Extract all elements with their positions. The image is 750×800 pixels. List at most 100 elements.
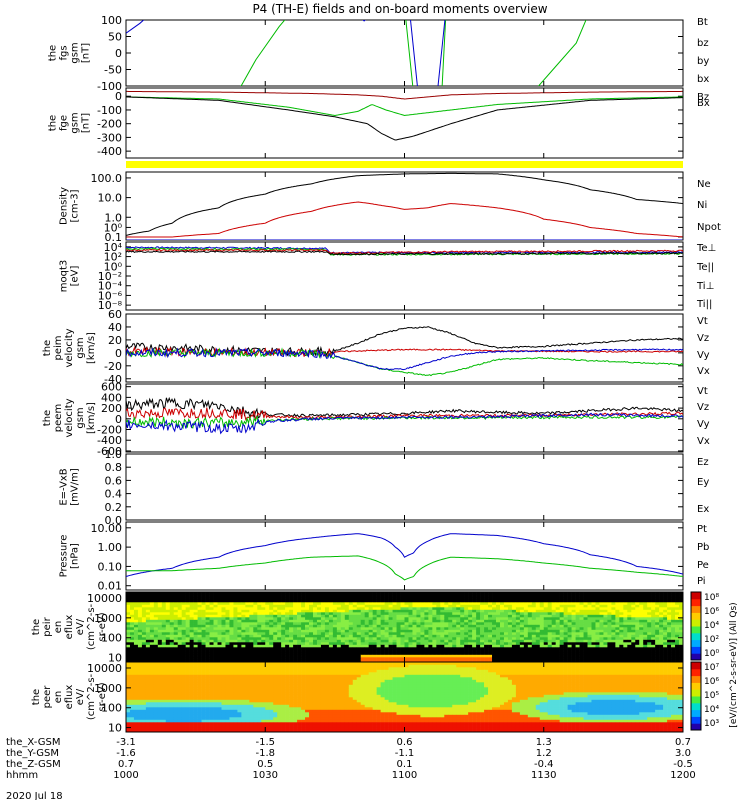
spectrogram-cell bbox=[436, 644, 441, 648]
spectrogram-cell bbox=[145, 672, 151, 675]
spectrogram-cell bbox=[571, 634, 576, 638]
spectrogram-cell bbox=[408, 627, 413, 630]
spectrogram-cell bbox=[496, 617, 501, 620]
spectrogram-cell bbox=[559, 624, 564, 628]
spectrogram-cell bbox=[643, 652, 648, 655]
spectrogram-cell bbox=[257, 642, 262, 645]
spectrogram-cell bbox=[432, 609, 437, 613]
spectrogram-cell bbox=[651, 614, 656, 618]
spectrogram-cell bbox=[408, 617, 413, 620]
spectrogram-cell bbox=[297, 594, 302, 598]
spectrogram-cell bbox=[249, 607, 254, 610]
spectrogram-cell bbox=[197, 644, 202, 648]
spectrogram-cell bbox=[440, 629, 445, 633]
spectrogram-cell bbox=[515, 634, 521, 638]
spectrogram-cell bbox=[157, 714, 163, 718]
spectrogram-cell bbox=[141, 729, 147, 733]
spectrogram-cell bbox=[336, 617, 342, 620]
spectrogram-cell bbox=[507, 654, 513, 658]
spectrogram-cell bbox=[153, 699, 159, 703]
spectrogram-cell bbox=[157, 697, 163, 700]
spectrogram-cell bbox=[460, 622, 465, 625]
spectrogram-cell bbox=[503, 647, 509, 650]
spectrogram-cell bbox=[205, 717, 210, 720]
spectrogram-cell bbox=[245, 599, 250, 603]
spectrogram-cell bbox=[189, 607, 194, 610]
spectrogram-cell bbox=[679, 632, 684, 635]
spectrogram-cell bbox=[503, 619, 509, 623]
spectrogram-cell bbox=[515, 637, 521, 640]
spectrogram-cell bbox=[531, 612, 537, 615]
spectrogram-cell bbox=[499, 639, 505, 643]
spectrogram-cell bbox=[647, 609, 652, 613]
spectrogram-cell bbox=[312, 627, 318, 630]
spectrogram-cell bbox=[161, 634, 167, 638]
spectrogram-cell bbox=[591, 629, 596, 633]
spectrogram-cell bbox=[615, 629, 620, 633]
spectrogram-cell bbox=[400, 604, 405, 608]
spectrogram-cell bbox=[245, 594, 250, 598]
spectrogram-cell bbox=[137, 667, 143, 670]
spectrogram-cell bbox=[539, 617, 545, 620]
spectrogram-cell bbox=[269, 609, 274, 613]
spectrogram-cell bbox=[149, 679, 155, 683]
spectrogram-cell bbox=[671, 617, 676, 620]
spectrogram-cell bbox=[145, 724, 151, 728]
spectrogram-cell bbox=[309, 644, 314, 648]
y-axis-label: [eV] bbox=[70, 266, 81, 287]
spectrogram-cell bbox=[126, 647, 131, 650]
spectrogram-cell bbox=[464, 659, 469, 663]
spectrogram-cell bbox=[257, 592, 262, 595]
spectrogram-cell bbox=[679, 604, 684, 608]
spectrogram-cell bbox=[221, 712, 226, 715]
spectrogram-cell bbox=[380, 659, 385, 663]
spectrogram-cell bbox=[189, 712, 194, 715]
spectrogram-cell bbox=[241, 592, 246, 595]
spectrogram-cell bbox=[281, 609, 286, 613]
spectrogram-cell bbox=[388, 592, 393, 595]
spectrogram-cell bbox=[205, 672, 210, 675]
spectrogram-cell bbox=[344, 642, 350, 645]
trace bbox=[410, 20, 418, 86]
spectrogram-cell bbox=[201, 637, 206, 640]
spectrogram-cell bbox=[603, 599, 608, 603]
spectrogram-cell bbox=[165, 704, 171, 708]
spectrogram-cell bbox=[173, 717, 179, 720]
spectrogram-cell bbox=[432, 592, 437, 595]
spectrogram-cell bbox=[675, 642, 680, 645]
spectrogram-cell bbox=[440, 647, 445, 650]
spectrogram-cell bbox=[599, 637, 604, 640]
spectrogram-cell bbox=[165, 707, 171, 710]
spectrogram-cell bbox=[149, 604, 155, 608]
spectrogram-cell bbox=[484, 599, 489, 603]
spectrogram-cell bbox=[316, 624, 322, 628]
spectrogram-cell bbox=[126, 657, 131, 660]
spectrogram-cell bbox=[404, 639, 409, 643]
spectrogram-cell bbox=[543, 654, 549, 658]
spectrogram-cell bbox=[492, 604, 497, 608]
spectrogram-cell bbox=[559, 629, 564, 633]
spectrogram-cell bbox=[225, 619, 230, 623]
spectrogram-cell bbox=[587, 622, 592, 625]
spectrogram-cell bbox=[519, 599, 525, 603]
series-moqt3-3 bbox=[126, 250, 683, 256]
spectrogram-cell bbox=[177, 707, 182, 710]
spectrogram-cell bbox=[169, 727, 175, 730]
spectrogram-cell bbox=[293, 627, 298, 630]
spectrogram-cell bbox=[253, 627, 258, 630]
spectrogram-cell bbox=[527, 609, 533, 613]
spectrogram-cell bbox=[277, 609, 282, 613]
spectrogram-cell bbox=[460, 632, 465, 635]
spectrogram-cell bbox=[137, 704, 143, 708]
spectrogram-cell bbox=[153, 719, 159, 723]
spectrogram-cell bbox=[376, 647, 381, 650]
spectrogram-cell bbox=[535, 599, 541, 603]
spectrogram-cell bbox=[221, 619, 226, 623]
spectrogram-cell bbox=[185, 654, 190, 658]
spectrogram-cell bbox=[412, 649, 417, 653]
spectrogram-cell bbox=[567, 647, 572, 650]
spectrogram-cell bbox=[404, 604, 409, 608]
spectrogram-cell bbox=[324, 644, 330, 648]
spectrogram-cell bbox=[364, 634, 369, 638]
spectrogram-cell bbox=[503, 599, 509, 603]
